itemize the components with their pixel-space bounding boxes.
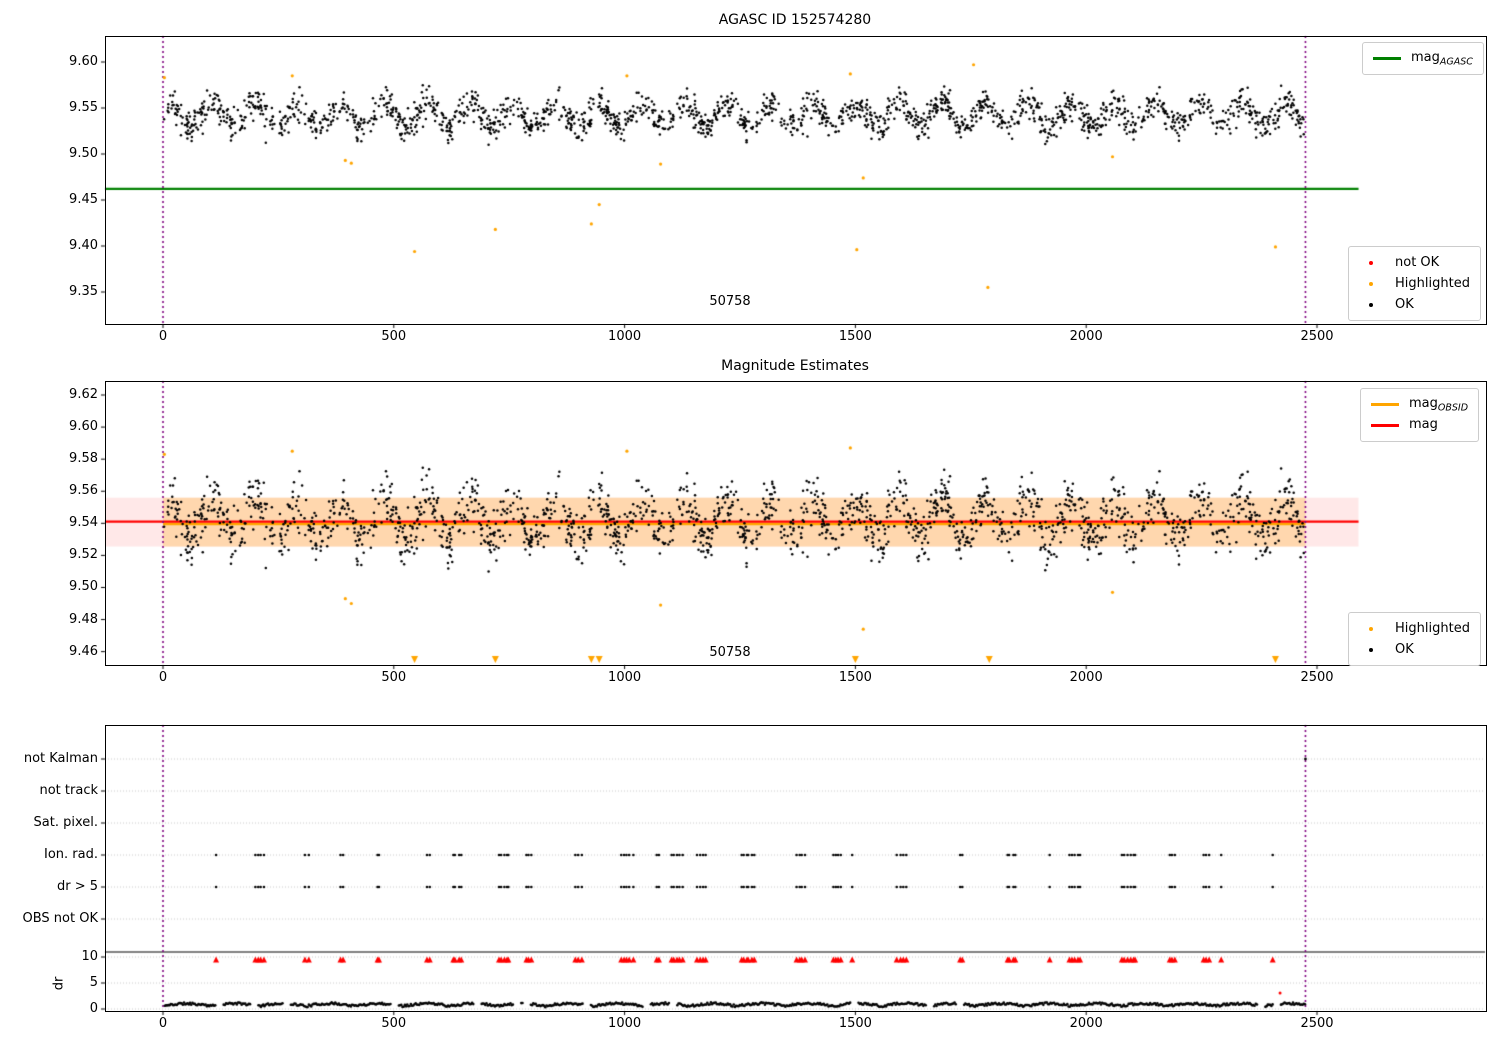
middle-x-tick-label: 1500 <box>838 670 872 685</box>
dr-tick-label: 5 <box>89 975 98 990</box>
middle-x-tick-label: 2000 <box>1069 670 1103 685</box>
flag-category-label: not track <box>39 783 98 798</box>
legend-mag-agasc: magAGASC <box>1362 42 1484 75</box>
obsid-annotation-top: 50758 <box>709 294 751 309</box>
top-x-tick-label: 500 <box>381 329 407 344</box>
legend-label: OK <box>1395 642 1414 657</box>
middle-x-tick-label: 2500 <box>1300 670 1334 685</box>
legend-top-markers: not OK Highlighted OK <box>1348 246 1481 321</box>
legend-mag-lines: magOBSID mag <box>1360 388 1480 442</box>
ok-marker-sample <box>1369 647 1373 652</box>
top-x-tick-label: 2500 <box>1300 329 1334 344</box>
top-x-tick-label: 0 <box>158 329 168 344</box>
top-y-tick-label: 9.40 <box>69 238 98 253</box>
top-x-tick-label: 2000 <box>1069 329 1103 344</box>
legend-label: Highlighted <box>1395 276 1470 291</box>
bottom-x-tick-label: 0 <box>158 1016 168 1031</box>
flag-category-label: not Kalman <box>23 751 98 766</box>
legend-row: Highlighted <box>1359 273 1470 294</box>
top-y-tick-label: 9.60 <box>69 54 98 69</box>
top-y-tick-label: 9.50 <box>69 146 98 161</box>
middle-y-tick-label: 9.60 <box>69 419 98 435</box>
red-line-sample <box>1371 424 1399 427</box>
top-x-tick-label: 1500 <box>838 329 872 344</box>
legend-label: magAGASC <box>1411 49 1473 68</box>
legend-label: mag <box>1409 416 1438 432</box>
legend-row: magAGASC <box>1373 48 1473 69</box>
highlighted-marker-sample <box>1369 281 1373 286</box>
flag-category-label: Sat. pixel. <box>33 815 98 830</box>
legend-middle-markers: Highlighted OK <box>1348 612 1481 666</box>
middle-y-tick-label: 9.48 <box>69 611 98 627</box>
bottom-x-tick-label: 1000 <box>608 1016 642 1031</box>
bottom-x-tick-label: 500 <box>381 1016 407 1031</box>
top-y-tick-label: 9.45 <box>69 192 98 207</box>
legend-row: magOBSID <box>1371 394 1468 415</box>
bottom-x-tick-label: 1500 <box>838 1016 872 1031</box>
legend-label: Highlighted <box>1395 621 1470 636</box>
middle-plot-title: Magnitude Estimates <box>721 358 869 374</box>
middle-y-tick-label: 9.46 <box>69 643 98 659</box>
legend-row: mag <box>1371 415 1468 436</box>
top-plot-title: AGASC ID 152574280 <box>718 12 872 28</box>
middle-y-tick-label: 9.56 <box>69 483 98 499</box>
middle-y-tick-label: 9.62 <box>69 387 98 402</box>
highlighted-marker-sample <box>1369 626 1373 631</box>
dr-tick-label: 0 <box>89 1001 98 1016</box>
legend-row: not OK <box>1359 252 1470 273</box>
middle-y-tick-label: 9.52 <box>69 547 98 563</box>
top-x-tick-label: 1000 <box>608 329 642 344</box>
top-y-tick-label: 9.55 <box>69 100 98 115</box>
legend-row: OK <box>1359 294 1470 315</box>
bottom-x-tick-label: 2500 <box>1300 1016 1334 1031</box>
obsid-annotation-middle: 50758 <box>709 645 751 660</box>
dr-tick-label: 10 <box>81 949 98 964</box>
legend-label: OK <box>1395 297 1414 312</box>
legend-label: not OK <box>1395 255 1440 270</box>
flag-category-label: dr > 5 <box>56 879 98 894</box>
middle-x-tick-label: 500 <box>381 670 407 685</box>
green-line-sample <box>1373 57 1401 60</box>
bottom-x-tick-label: 2000 <box>1069 1016 1103 1031</box>
middle-x-tick-label: 0 <box>158 670 168 685</box>
flag-category-label: Ion. rad. <box>44 847 98 862</box>
ok-marker-sample <box>1369 302 1373 307</box>
top-y-tick-label: 9.35 <box>69 284 98 299</box>
middle-y-tick-label: 9.54 <box>69 515 98 531</box>
legend-row: Highlighted <box>1359 618 1470 639</box>
orange-line-sample <box>1371 403 1399 406</box>
middle-x-tick-label: 1000 <box>608 670 642 685</box>
legend-row: OK <box>1359 639 1470 660</box>
not-ok-marker-sample <box>1369 260 1373 265</box>
legend-label: magOBSID <box>1409 395 1469 414</box>
middle-y-tick-label: 9.58 <box>69 451 98 467</box>
flag-category-label: OBS not OK <box>22 911 99 926</box>
middle-y-tick-label: 9.50 <box>69 579 98 595</box>
